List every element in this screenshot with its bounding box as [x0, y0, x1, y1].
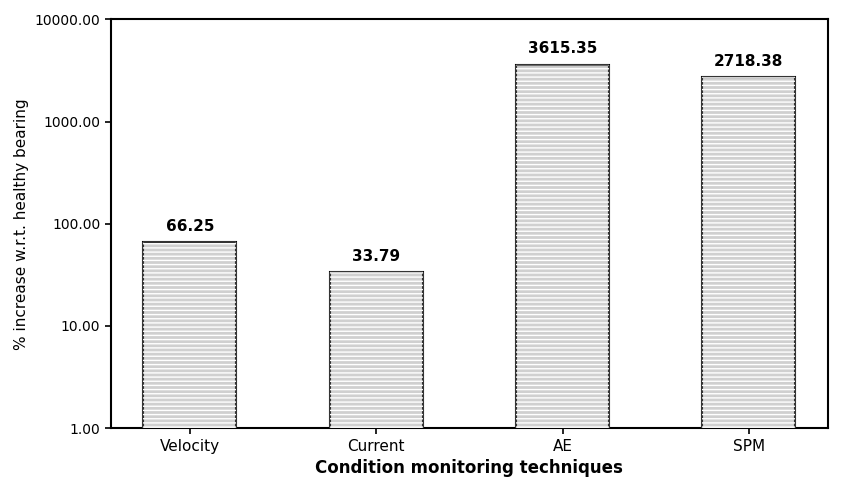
Y-axis label: % increase w.r.t. healthy bearing: % increase w.r.t. healthy bearing [13, 98, 29, 350]
Bar [143, 242, 237, 491]
Text: 33.79: 33.79 [352, 249, 400, 264]
Bar [702, 77, 796, 491]
Text: 66.25: 66.25 [166, 219, 214, 234]
Bar [516, 64, 609, 491]
Text: 3615.35: 3615.35 [528, 41, 597, 56]
Bar [516, 64, 609, 491]
Bar [329, 272, 423, 491]
Bar [143, 242, 237, 491]
Text: 2718.38: 2718.38 [714, 54, 784, 69]
Bar [702, 77, 796, 491]
Bar [329, 272, 423, 491]
X-axis label: Condition monitoring techniques: Condition monitoring techniques [316, 459, 623, 477]
